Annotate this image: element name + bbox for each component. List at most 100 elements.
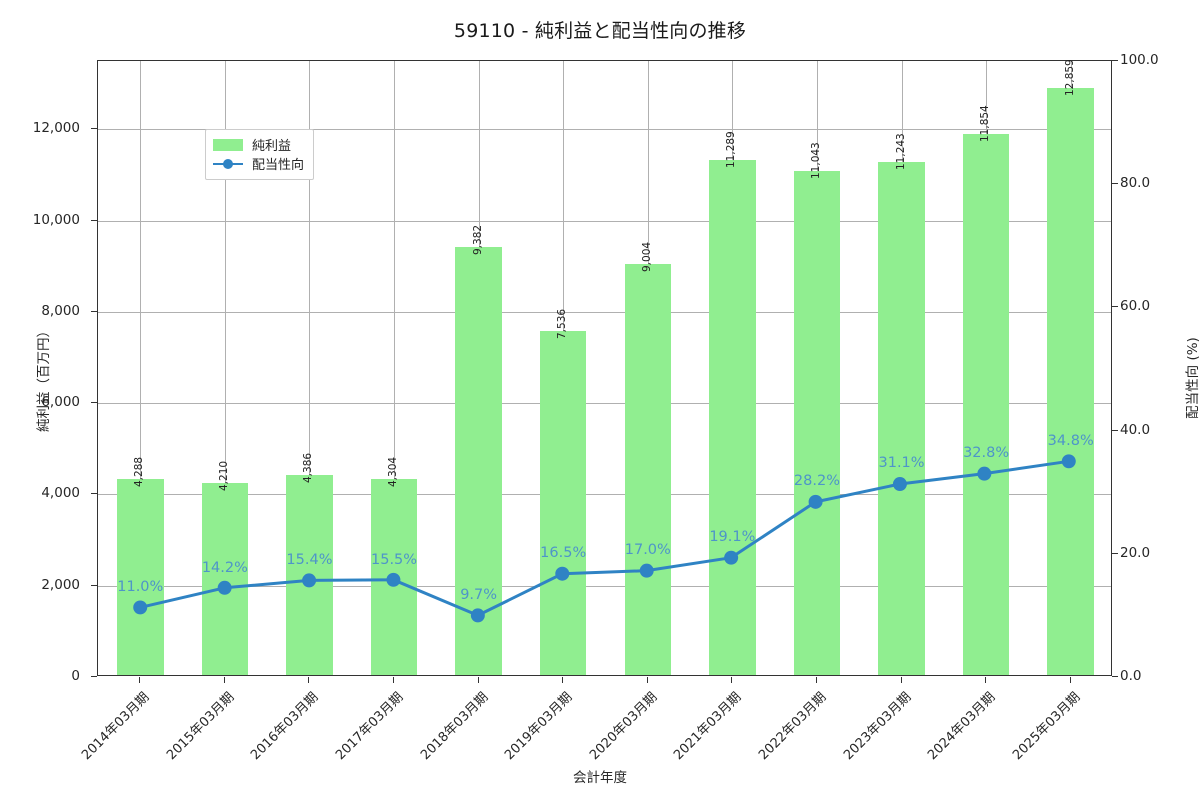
y-axis-left-tick-label: 4,000	[41, 485, 80, 502]
line-marker	[892, 477, 907, 491]
payout-ratio-value-label: 9.7%	[460, 587, 498, 604]
y-axis-left-tick-mark	[91, 310, 97, 312]
gridline-horizontal	[98, 311, 1111, 313]
legend-item-payout-ratio: 配当性向	[213, 154, 304, 173]
y-axis-right-tick-mark	[1112, 552, 1118, 554]
bar	[201, 482, 249, 675]
payout-ratio-value-label: 14.2%	[201, 559, 248, 576]
payout-ratio-value-label: 17.0%	[624, 542, 671, 559]
y-axis-right-tick-mark	[1112, 60, 1118, 61]
x-axis-tick-label: 2021年03月期	[671, 689, 745, 764]
y-axis-left-tick-mark	[91, 128, 97, 130]
legend-bar-swatch-icon	[213, 138, 243, 151]
line-marker	[639, 563, 654, 578]
x-axis-tick-label: 2025年03月期	[1009, 689, 1084, 764]
gridline-horizontal	[98, 220, 1111, 222]
gridline-vertical	[394, 61, 396, 675]
x-axis-tick-mark	[223, 677, 225, 683]
x-axis-tick-mark	[139, 677, 141, 683]
x-axis-tick-mark	[985, 677, 987, 683]
line-marker	[217, 580, 232, 595]
payout-ratio-value-label: 31.1%	[878, 455, 925, 472]
y-axis-left-label: 純利益（百万円）	[36, 324, 52, 432]
y-axis-left-tick-label: 2,000	[41, 576, 80, 593]
y-axis-left-tick-mark	[91, 584, 97, 586]
x-axis-tick-label: 2024年03月期	[925, 689, 999, 764]
bar	[709, 159, 756, 675]
y-axis-left-tick-label: 6,000	[41, 394, 80, 411]
x-axis-tick-mark	[731, 677, 733, 683]
y-axis-right-tick-label: 0.0	[1120, 668, 1142, 684]
payout-ratio-value-label: 32.8%	[963, 444, 1010, 461]
y-axis-right-tick-mark	[1112, 306, 1118, 308]
legend-label-net-income: 純利益	[252, 139, 292, 154]
line-marker	[977, 466, 992, 481]
line-marker	[302, 573, 317, 588]
y-axis-left-tick-label: 0	[71, 668, 80, 684]
x-axis-tick-label: 2018年03月期	[417, 689, 492, 764]
gridline-vertical	[309, 61, 311, 675]
gridline-horizontal	[98, 129, 1111, 131]
line-marker	[470, 608, 485, 623]
gridline-horizontal	[98, 403, 1111, 405]
payout-ratio-value-label: 28.2%	[793, 473, 840, 490]
x-axis-tick-label: 2020年03月期	[586, 689, 661, 764]
bar	[793, 171, 841, 675]
chart-legend: 純利益 配当性向	[205, 129, 315, 180]
x-axis-tick-mark	[815, 677, 817, 683]
y-axis-left-tick-mark	[91, 219, 97, 221]
bar	[117, 479, 164, 675]
plot-area: 4,288 4,210 4,386 4,304 9,382 7,536 9,004 11,28…	[97, 59, 1112, 676]
payout-ratio-value-label: 16.5%	[540, 545, 587, 562]
payout-ratio-value-label: 11.0%	[117, 579, 164, 596]
x-axis-tick-mark	[308, 677, 310, 683]
x-axis-tick-mark	[646, 677, 648, 683]
payout-ratio-value-label: 19.1%	[709, 529, 756, 546]
y-axis-left-tick-mark	[91, 676, 97, 677]
line-marker	[133, 600, 148, 615]
y-axis-left-tick-label: 10,000	[32, 211, 80, 228]
y-axis-right-tick-mark	[1112, 429, 1118, 431]
line-marker	[808, 494, 823, 509]
legend-label-payout-ratio: 配当性向	[252, 158, 305, 173]
y-axis-left-tick-mark	[91, 402, 97, 404]
x-axis-tick-label: 2014年03月期	[79, 689, 153, 764]
x-axis-tick-label: 2016年03月期	[248, 689, 322, 764]
x-axis-tick-label: 2022年03月期	[756, 689, 830, 764]
bar	[1047, 88, 1094, 675]
y-axis-left-tick-label: 8,000	[41, 302, 80, 319]
bar	[539, 331, 587, 675]
y-axis-right-tick-mark	[1112, 676, 1118, 677]
payout-ratio-value-label: 15.4%	[286, 552, 333, 569]
x-axis-tick-mark	[477, 677, 479, 683]
y-axis-left-tick-label: 12,000	[32, 120, 80, 137]
x-axis-tick-label: 2019年03月期	[502, 689, 576, 764]
line-marker	[1061, 454, 1076, 469]
y-axis-right-tick-label: 40.0	[1120, 421, 1151, 438]
gridline-horizontal	[98, 585, 1111, 587]
line-marker	[555, 566, 570, 581]
bar	[878, 162, 925, 675]
x-axis-tick-mark	[562, 677, 564, 683]
legend-line-swatch-icon	[213, 158, 243, 170]
gridline-vertical	[224, 61, 226, 675]
gridline-vertical	[140, 61, 142, 675]
legend-item-net-income: 純利益	[213, 135, 304, 154]
y-axis-right-tick-label: 100.0	[1120, 52, 1159, 68]
x-axis-tick-label: 2023年03月期	[840, 689, 914, 764]
gridline-horizontal	[98, 494, 1111, 496]
y-axis-right-label: 配当性向 (%)	[1184, 337, 1200, 419]
bar	[962, 134, 1010, 675]
bar	[455, 246, 502, 675]
y-axis-right-tick-mark	[1112, 183, 1118, 185]
x-axis-tick-mark	[1069, 677, 1071, 683]
line-marker	[724, 550, 739, 565]
payout-ratio-value-label: 15.5%	[370, 551, 418, 568]
payout-ratio-value-label: 34.8%	[1047, 432, 1094, 449]
y-axis-left-tick-mark	[91, 493, 97, 495]
x-axis-tick-label: 2015年03月期	[164, 689, 238, 764]
y-axis-right-tick-label: 20.0	[1120, 544, 1151, 561]
x-axis-label: 会計年度	[573, 770, 627, 786]
y-axis-right-tick-label: 80.0	[1120, 175, 1151, 192]
